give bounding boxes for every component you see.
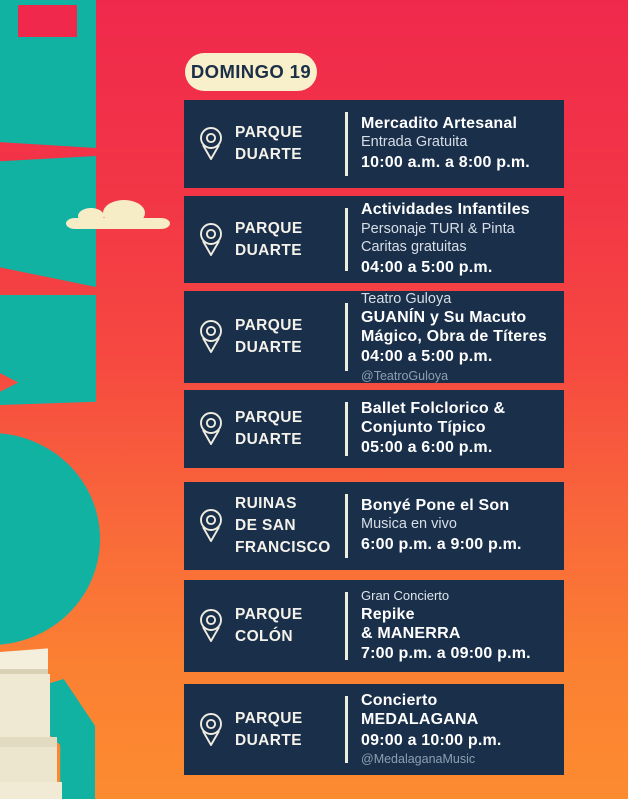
- event-line-title: Actividades Infantiles: [361, 201, 530, 219]
- event-details: Mercadito Artesanal Entrada Gratuita 10:00…: [348, 100, 564, 188]
- event-line-title: MEDALAGANA: [361, 711, 479, 729]
- event-details: Concierto MEDALAGANA 09:00 a 10:00 p.m. @Me…: [348, 684, 564, 775]
- map-pin-icon: [200, 609, 222, 642]
- pedestal-molding: [0, 737, 57, 747]
- event-card: PARQUE DUARTE Ballet Folclorico & Conjunt…: [184, 390, 564, 468]
- event-card: PARQUE DUARTE Mercadito Artesanal Entrada …: [184, 100, 564, 188]
- location-line: DUARTE: [235, 731, 302, 749]
- location-line: PARQUE: [235, 124, 303, 141]
- location-block: PARQUE COLÓN: [184, 580, 345, 672]
- location-label: PARQUE DUARTE: [235, 407, 303, 451]
- event-details: Teatro Guloya GUANÍN y Su Macuto Mágico, …: [348, 290, 564, 384]
- teal-letter-shape-lower: [0, 295, 96, 405]
- statue-pedestal: [0, 644, 64, 799]
- event-line-title: Mercadito Artesanal: [361, 115, 518, 133]
- day-badge: DOMINGO 19: [185, 53, 317, 91]
- event-line-text: Teatro Guloya: [361, 290, 452, 307]
- pedestal-base: [0, 782, 62, 799]
- event-line-time: 10:00 a.m. a 8:00 p.m.: [361, 153, 530, 171]
- location-label: RUINAS DE SAN FRANCISCO: [235, 493, 331, 559]
- location-block: PARQUE DUARTE: [184, 100, 345, 188]
- event-line-handle: @TeatroGuloya: [361, 369, 449, 384]
- location-label: PARQUE DUARTE: [235, 218, 303, 262]
- vertical-divider: [345, 494, 348, 558]
- location-label: PARQUE DUARTE: [235, 122, 303, 166]
- letter-notch: [18, 5, 77, 37]
- event-details: Actividades Infantiles Personaje TURI & P…: [348, 196, 564, 283]
- location-line: PARQUE: [235, 409, 303, 426]
- vertical-divider: [345, 208, 348, 271]
- vertical-divider: [345, 303, 348, 371]
- event-details: Gran Concierto Repike & MANERRA 7:00 p.m. a…: [348, 580, 564, 672]
- location-line: DUARTE: [235, 146, 302, 163]
- location-block: PARQUE DUARTE: [184, 390, 345, 468]
- cloud-icon: [65, 198, 173, 234]
- event-card: PARQUE COLÓN Gran Concierto Repike & MANERR…: [184, 580, 564, 672]
- location-line: DUARTE: [235, 241, 302, 259]
- cloud-lobe-small: [78, 208, 104, 224]
- vertical-divider: [345, 592, 348, 660]
- event-line-title: & MANERRA: [361, 624, 461, 642]
- event-line-text: Musica en vivo: [361, 516, 457, 533]
- location-block: PARQUE DUARTE: [184, 196, 345, 283]
- location-block: PARQUE DUARTE: [184, 291, 345, 383]
- event-line-small: Gran Concierto: [361, 588, 450, 604]
- event-line-handle: @MedalaganaMusic: [361, 752, 476, 767]
- location-line: DE SAN: [235, 517, 296, 534]
- event-line-time: 09:00 a 10:00 p.m.: [361, 731, 502, 749]
- location-line: COLÓN: [235, 628, 293, 645]
- location-line: DUARTE: [235, 339, 302, 356]
- vertical-divider: [345, 112, 348, 176]
- event-details: Bonyé Pone el Son Musica en vivo 6:00 p.m.…: [348, 482, 564, 570]
- event-line-time: 7:00 p.m. a 09:00 p.m.: [361, 645, 531, 663]
- location-label: PARQUE COLÓN: [235, 604, 303, 648]
- location-line: PARQUE: [235, 606, 303, 623]
- event-line-title: GUANÍN y Su Macuto Mágico, Obra de Títer…: [361, 309, 547, 346]
- event-line-text: Entrada Gratuita: [361, 134, 468, 151]
- location-block: RUINAS DE SAN FRANCISCO: [184, 482, 345, 570]
- location-line: DUARTE: [235, 431, 302, 448]
- location-line: RUINAS: [235, 495, 297, 512]
- location-label: PARQUE DUARTE: [235, 708, 303, 752]
- event-line-time: 6:00 p.m. a 9:00 p.m.: [361, 535, 522, 553]
- map-pin-icon: [200, 712, 222, 746]
- map-pin-icon: [200, 320, 222, 353]
- event-line-title: Repike: [361, 605, 415, 623]
- vertical-divider: [345, 402, 348, 456]
- cloud-lobe-big: [103, 200, 145, 226]
- location-label: PARQUE DUARTE: [235, 315, 303, 359]
- event-details: Ballet Folclorico & Conjunto Típico 05:00…: [348, 390, 564, 468]
- event-card: RUINAS DE SAN FRANCISCO Bonyé Pone el Son M…: [184, 482, 564, 570]
- event-line-time: 04:00 a 5:00 p.m.: [361, 258, 493, 276]
- pedestal-cap: [0, 648, 48, 670]
- teal-circle-shape: [0, 433, 100, 645]
- pedestal-cap-shadow: [0, 669, 48, 674]
- location-line: PARQUE: [235, 317, 303, 334]
- map-pin-icon: [200, 509, 222, 542]
- map-pin-icon: [200, 222, 222, 256]
- location-line: FRANCISCO: [235, 539, 331, 556]
- vertical-divider: [345, 696, 348, 763]
- event-line-title: Ballet Folclorico & Conjunto Típico: [361, 399, 506, 437]
- event-card: PARQUE DUARTE Actividades Infantiles Perso…: [184, 196, 564, 283]
- event-line-time: 04:00 a 5:00 p.m.: [361, 348, 493, 366]
- event-line-title: Concierto: [361, 692, 438, 710]
- event-card: PARQUE DUARTE Teatro Guloya GUANÍN y Su Ma…: [184, 291, 564, 383]
- event-card: PARQUE DUARTE Concierto MEDALAGANA 09:00 a …: [184, 684, 564, 775]
- map-pin-icon: [200, 127, 222, 160]
- event-line-title: Bonyé Pone el Son: [361, 497, 510, 515]
- event-line-text: Personaje TURI & Pinta Caritas gratuitas: [361, 220, 515, 256]
- event-line-time: 05:00 a 6:00 p.m.: [361, 439, 493, 457]
- location-line: PARQUE: [235, 219, 303, 237]
- location-block: PARQUE DUARTE: [184, 684, 345, 775]
- location-line: PARQUE: [235, 709, 303, 727]
- map-pin-icon: [200, 412, 222, 445]
- schedule-list: PARQUE DUARTE Mercadito Artesanal Entrada …: [184, 100, 564, 775]
